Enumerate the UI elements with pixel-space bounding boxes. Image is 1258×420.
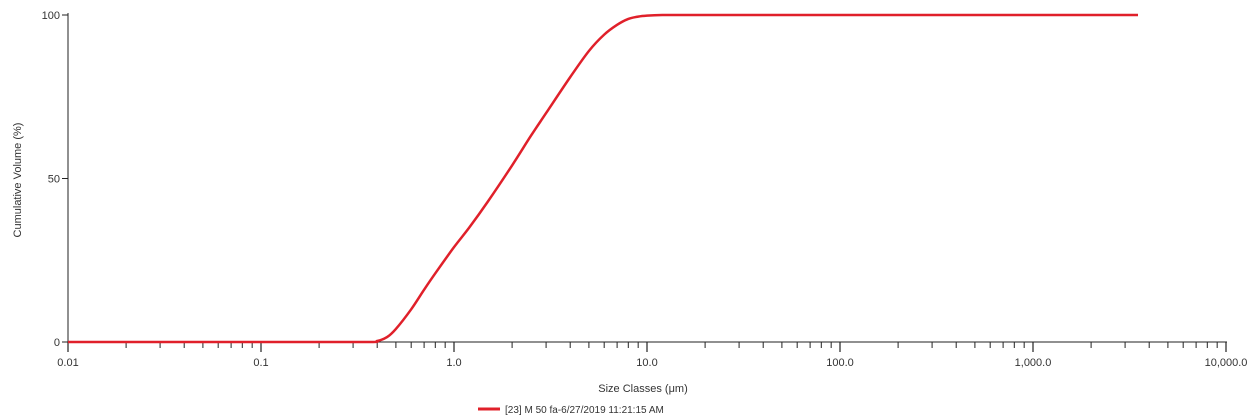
legend: [23] M 50 fa-6/27/2019 11:21:15 AM <box>478 405 664 416</box>
legend-label: [23] M 50 fa-6/27/2019 11:21:15 AM <box>505 405 664 416</box>
series-layer <box>67 13 1139 344</box>
y-tick-label: 100 <box>42 10 60 22</box>
x-tick-label: 100.0 <box>826 357 854 369</box>
y-axis-title: Cumulative Volume (%) <box>12 123 24 238</box>
y-tick-label: 0 <box>54 337 60 349</box>
x-axis-title: Size Classes (μm) <box>598 383 687 395</box>
x-tick-label: 1,000.0 <box>1015 357 1052 369</box>
axes: 0.01 0.1 1.0 10.0 100.0 1,000.0 10,000.0 0 50 100 <box>42 10 1248 369</box>
y-tick-label: 50 <box>48 174 60 186</box>
series-line <box>67 13 1139 344</box>
x-tick-label: 1.0 <box>446 357 461 369</box>
x-tick-label: 10,000.0 <box>1205 357 1248 369</box>
x-tick-label: 10.0 <box>636 357 657 369</box>
x-tick-label: 0.1 <box>253 357 268 369</box>
x-tick-label: 0.01 <box>57 357 78 369</box>
